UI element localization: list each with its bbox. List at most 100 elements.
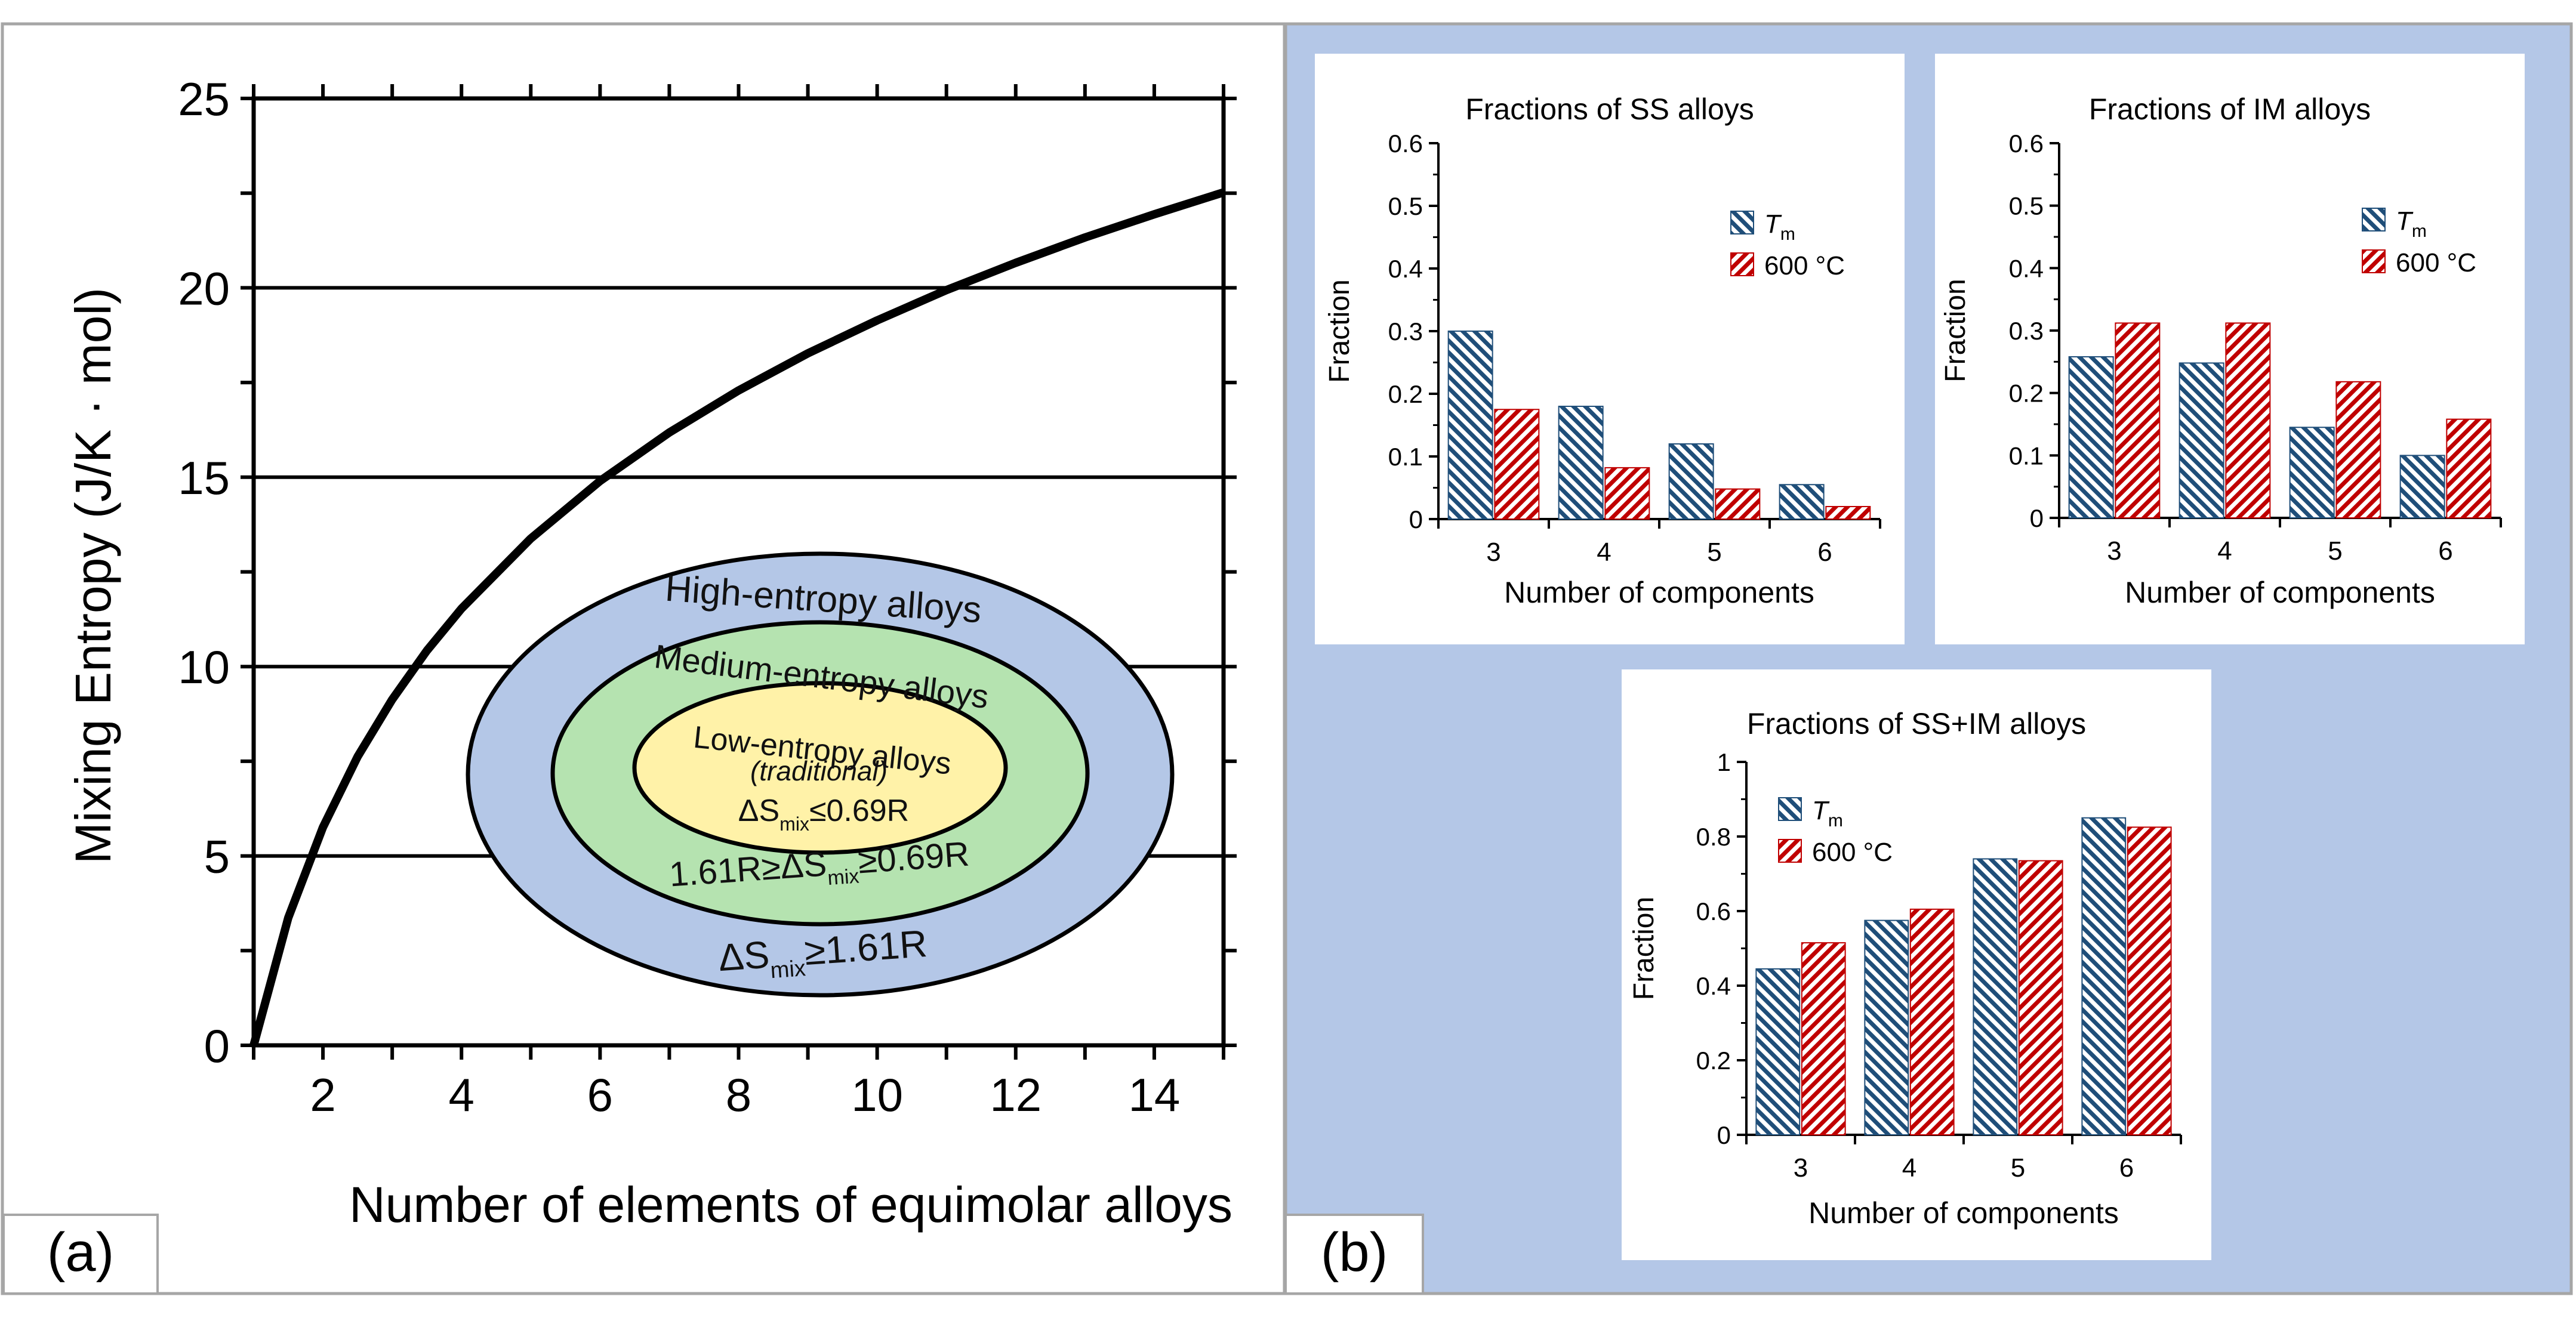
bar-600c <box>2335 381 2381 518</box>
y-axis-label: Fraction <box>1324 279 1355 382</box>
y-axis-label: Mixing Entropy (J/K · mol) <box>65 288 121 864</box>
bar-tm <box>1668 443 1714 520</box>
bar-tm <box>1447 331 1493 520</box>
legend-swatch-tm <box>2362 208 2386 232</box>
y-tick-label: 0.2 <box>1388 380 1423 408</box>
legend-swatch-600c <box>2362 249 2386 273</box>
im-alloys-chart: Fractions of IM alloys 0 0.1 0.2 0.3 0.4 0.5 0.… <box>1935 54 2525 644</box>
x-tick-label: 5 <box>1707 538 1721 567</box>
y-tick-label: 20 <box>178 262 230 314</box>
legend-label: Tm <box>1812 796 1843 831</box>
medium-cond-post: ≥0.69R <box>856 835 970 881</box>
mixing-entropy-chart: 0 5 10 15 20 25 2 4 6 8 10 12 14 Number of elements … <box>65 73 1237 1233</box>
panel-b-label-box <box>1284 1214 1424 1295</box>
bar-600c <box>2225 322 2271 518</box>
bar-tm <box>1755 968 1801 1135</box>
y-tick-label: 0.4 <box>1696 972 1731 1000</box>
plot-frame <box>251 96 1226 1048</box>
y-tick-label: 0 <box>1409 505 1423 533</box>
y-axis-label: Fraction <box>1628 897 1660 1000</box>
x-tick-label: 12 <box>990 1069 1042 1121</box>
low-cond-pre: ΔS <box>738 794 779 828</box>
low-entropy-condition: ΔSmix≤0.69R <box>738 794 910 835</box>
y-tick-label: 0 <box>2030 504 2044 532</box>
x-tick-label: 4 <box>1597 538 1611 567</box>
legend-swatch-600c <box>1778 839 1802 863</box>
legend: Tm 600 °C <box>1730 209 1845 280</box>
y-tick-label: 0.2 <box>2009 379 2044 408</box>
bar-tm <box>1973 858 2018 1135</box>
y-tick-label: 0 <box>204 1020 230 1072</box>
high-cond-pre: ΔS <box>717 933 771 979</box>
bar-600c <box>1801 942 1846 1135</box>
medium-entropy-condition: 1.61R≥ΔSmix≥0.69R <box>668 835 971 901</box>
bar-tm <box>1779 484 1825 520</box>
low-cond-sub: mix <box>779 813 809 835</box>
x-tick-label: 3 <box>2107 536 2121 566</box>
ss-im-alloys-chart: Fractions of SS+IM alloys 0 0.2 0.4 0.6 0.8 1 3… <box>1622 669 2211 1260</box>
bar-600c <box>1604 467 1650 520</box>
x-tick-label: 6 <box>2438 536 2452 566</box>
x-tick-label: 6 <box>1817 538 1832 567</box>
bar-tm <box>2081 817 2127 1135</box>
chart-title: Fractions of IM alloys <box>2089 92 2371 126</box>
tick-labels: 0 5 10 15 20 25 2 4 6 8 10 12 14 <box>178 73 1180 1121</box>
bar-tm <box>1558 406 1604 520</box>
bar-tm <box>2068 356 2114 519</box>
y-axis-label: Fraction <box>1940 279 1971 382</box>
bar-600c <box>1494 409 1540 520</box>
low-cond-post: ≤0.69R <box>809 794 909 828</box>
low-entropy-ellipse <box>632 681 1008 855</box>
panel-b-label: (b) <box>1321 1222 1388 1283</box>
high-cond-sub: mix <box>769 956 806 983</box>
axis-ticks <box>241 84 1237 1060</box>
y-tick-label: 5 <box>204 831 230 883</box>
ss-alloys-chart: Fractions of SS alloys 0 0.1 0.2 0.3 0.4 0.5 0.… <box>1315 54 1905 644</box>
legend-label-main: T <box>1812 796 1830 825</box>
y-tick-label: 0.3 <box>2009 317 2044 345</box>
y-tick-label: 0.6 <box>2009 129 2044 158</box>
y-tick-label: 0 <box>1717 1121 1731 1149</box>
y-tick-label: 0.8 <box>1696 823 1731 851</box>
bar-600c <box>1825 506 1871 520</box>
legend-label: 600 °C <box>1764 251 1845 280</box>
bar-600c <box>2446 418 2492 518</box>
x-tick-label: 3 <box>1486 538 1500 567</box>
y-tick-label: 0.1 <box>2009 442 2044 470</box>
bar-600c <box>2115 322 2161 518</box>
legend: Tm 600 °C <box>1778 796 1893 867</box>
x-tick-label: 8 <box>726 1069 751 1121</box>
x-tick-label: 10 <box>851 1069 903 1121</box>
entropy-curve <box>249 188 1225 1047</box>
x-tick-label: 5 <box>2328 536 2342 566</box>
y-tick-label: 0.6 <box>1388 129 1423 158</box>
legend-label: 600 °C <box>1812 838 1893 867</box>
y-tick-label: 0.5 <box>2009 192 2044 220</box>
legend: Tm 600 °C <box>2362 206 2476 277</box>
bar-600c <box>1715 488 1761 520</box>
legend-label: Tm <box>2396 206 2427 241</box>
medium-cond-sub: mix <box>827 865 859 890</box>
y-tick-label: 25 <box>178 73 230 125</box>
panel-a-label: (a) <box>47 1222 114 1283</box>
x-tick-label: 5 <box>2011 1153 2025 1183</box>
x-tick-label: 4 <box>1902 1153 1916 1183</box>
y-tick-label: 0.1 <box>1388 443 1423 471</box>
y-tick-label: 0.4 <box>1388 255 1423 283</box>
y-tick-label: 0.2 <box>1696 1047 1731 1075</box>
x-tick-label: 6 <box>587 1069 613 1121</box>
entropy-classification-diagram: High-entropy alloys ΔSmix≥1.61R Medium-e… <box>466 551 1175 998</box>
bar-charts: Fractions of SS alloys 0 0.1 0.2 0.3 0.4 0.5 0.… <box>1315 54 2525 1260</box>
y-tick-label: 0.6 <box>1696 897 1731 925</box>
bar-tm <box>1864 919 1909 1135</box>
bar-tm <box>2289 427 2335 518</box>
x-axis-label: Number of components <box>1808 1196 2119 1230</box>
bar-tm <box>2399 455 2445 518</box>
x-tick-label: 2 <box>310 1069 335 1121</box>
y-tick-label: 1 <box>1717 748 1731 776</box>
bar-tm <box>2178 362 2224 519</box>
chart-title: Fractions of SS+IM alloys <box>1747 707 2086 740</box>
bar-600c <box>2018 860 2063 1135</box>
